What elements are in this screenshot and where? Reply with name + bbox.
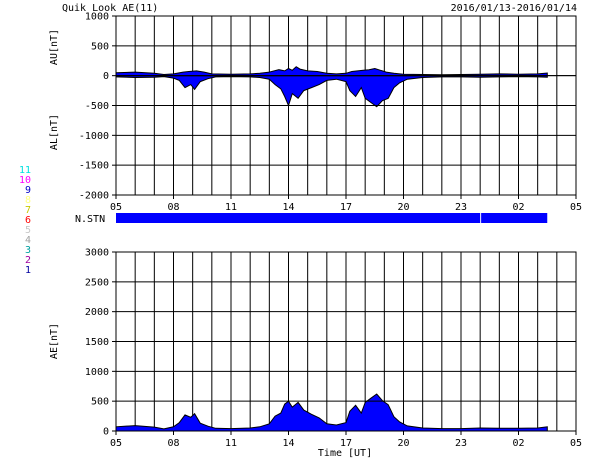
- al-series-area: [115, 75, 548, 108]
- x-tick-label: 05: [570, 438, 582, 449]
- station-legend-item: 1: [25, 265, 31, 276]
- ae-x-ticks: 05 08 11 14 17 20 23 02 05: [110, 431, 582, 449]
- au-series-area: [115, 66, 548, 77]
- x-tick-label: 02: [512, 438, 524, 449]
- date-range-label: 2016/01/13-2016/01/14: [451, 3, 577, 14]
- x-tick-label: 11: [225, 202, 237, 213]
- au-axis-label: AU[nT]: [49, 29, 60, 65]
- station-legend-item: 5: [25, 225, 31, 236]
- y-tick-label: 500: [91, 397, 109, 408]
- ae-axis-label: AE[nT]: [49, 323, 60, 359]
- x-tick-label: 14: [282, 438, 294, 449]
- time-axis-label: Time [UT]: [318, 448, 372, 459]
- station-legend-item: 6: [25, 215, 31, 226]
- station-count-strip: N.STN: [75, 213, 548, 225]
- station-legend-item: 2: [25, 255, 31, 266]
- station-legend-item: 10: [19, 175, 31, 186]
- y-tick-label: -500: [85, 101, 109, 112]
- x-tick-label: 23: [455, 202, 467, 213]
- x-tick-label: 08: [167, 202, 179, 213]
- station-legend-item: 7: [25, 205, 31, 216]
- x-tick-label: 20: [397, 202, 409, 213]
- x-tick-label: 17: [340, 202, 352, 213]
- au-al-panel: 1000 500 0 -500 -1000 -1500 -2000 05 08 11 14 17 20…: [49, 12, 582, 214]
- x-tick-label: 02: [512, 202, 524, 213]
- x-tick-label: 20: [397, 438, 409, 449]
- y-tick-label: 1000: [85, 367, 109, 378]
- station-count-segment: [481, 213, 548, 223]
- x-tick-label: 11: [225, 438, 237, 449]
- plot-title: Quik Look AE(11): [62, 3, 158, 14]
- y-tick-label: 2000: [85, 307, 109, 318]
- station-legend-item: 8: [25, 195, 31, 206]
- y-tick-label: 3000: [85, 248, 109, 259]
- au-al-y-ticks: 1000 500 0 -500 -1000 -1500 -2000: [79, 12, 576, 202]
- station-count-bars: [116, 213, 548, 223]
- x-tick-label: 05: [110, 438, 122, 449]
- y-tick-label: -1000: [79, 131, 109, 142]
- x-tick-label: 17: [340, 438, 352, 449]
- y-tick-label: -2000: [79, 191, 109, 202]
- station-legend-item: 11: [19, 165, 31, 176]
- y-tick-label: 0: [103, 71, 109, 82]
- au-al-x-ticks: 05 08 11 14 17 20 23 02 05: [110, 195, 582, 213]
- station-count-segment: [116, 213, 481, 223]
- y-tick-label: 0: [103, 427, 109, 438]
- x-tick-label: 14: [282, 202, 294, 213]
- x-tick-label: 05: [110, 202, 122, 213]
- y-tick-label: 1500: [85, 337, 109, 348]
- y-tick-label: 1000: [85, 12, 109, 23]
- station-count-label: N.STN: [75, 214, 105, 225]
- y-tick-label: -1500: [79, 161, 109, 172]
- x-tick-label: 05: [570, 202, 582, 213]
- y-tick-label: 2500: [85, 277, 109, 288]
- x-tick-label: 23: [455, 438, 467, 449]
- ae-y-ticks: 3000 2500 2000 1500 1000 500 0: [85, 248, 576, 438]
- al-axis-label: AL[nT]: [49, 114, 60, 150]
- ae-series-area: [115, 393, 548, 432]
- station-legend-item: 4: [25, 235, 31, 246]
- station-legend-item: 3: [25, 245, 31, 256]
- y-tick-label: 500: [91, 41, 109, 52]
- x-tick-label: 08: [167, 438, 179, 449]
- station-legend-item: 9: [25, 185, 31, 196]
